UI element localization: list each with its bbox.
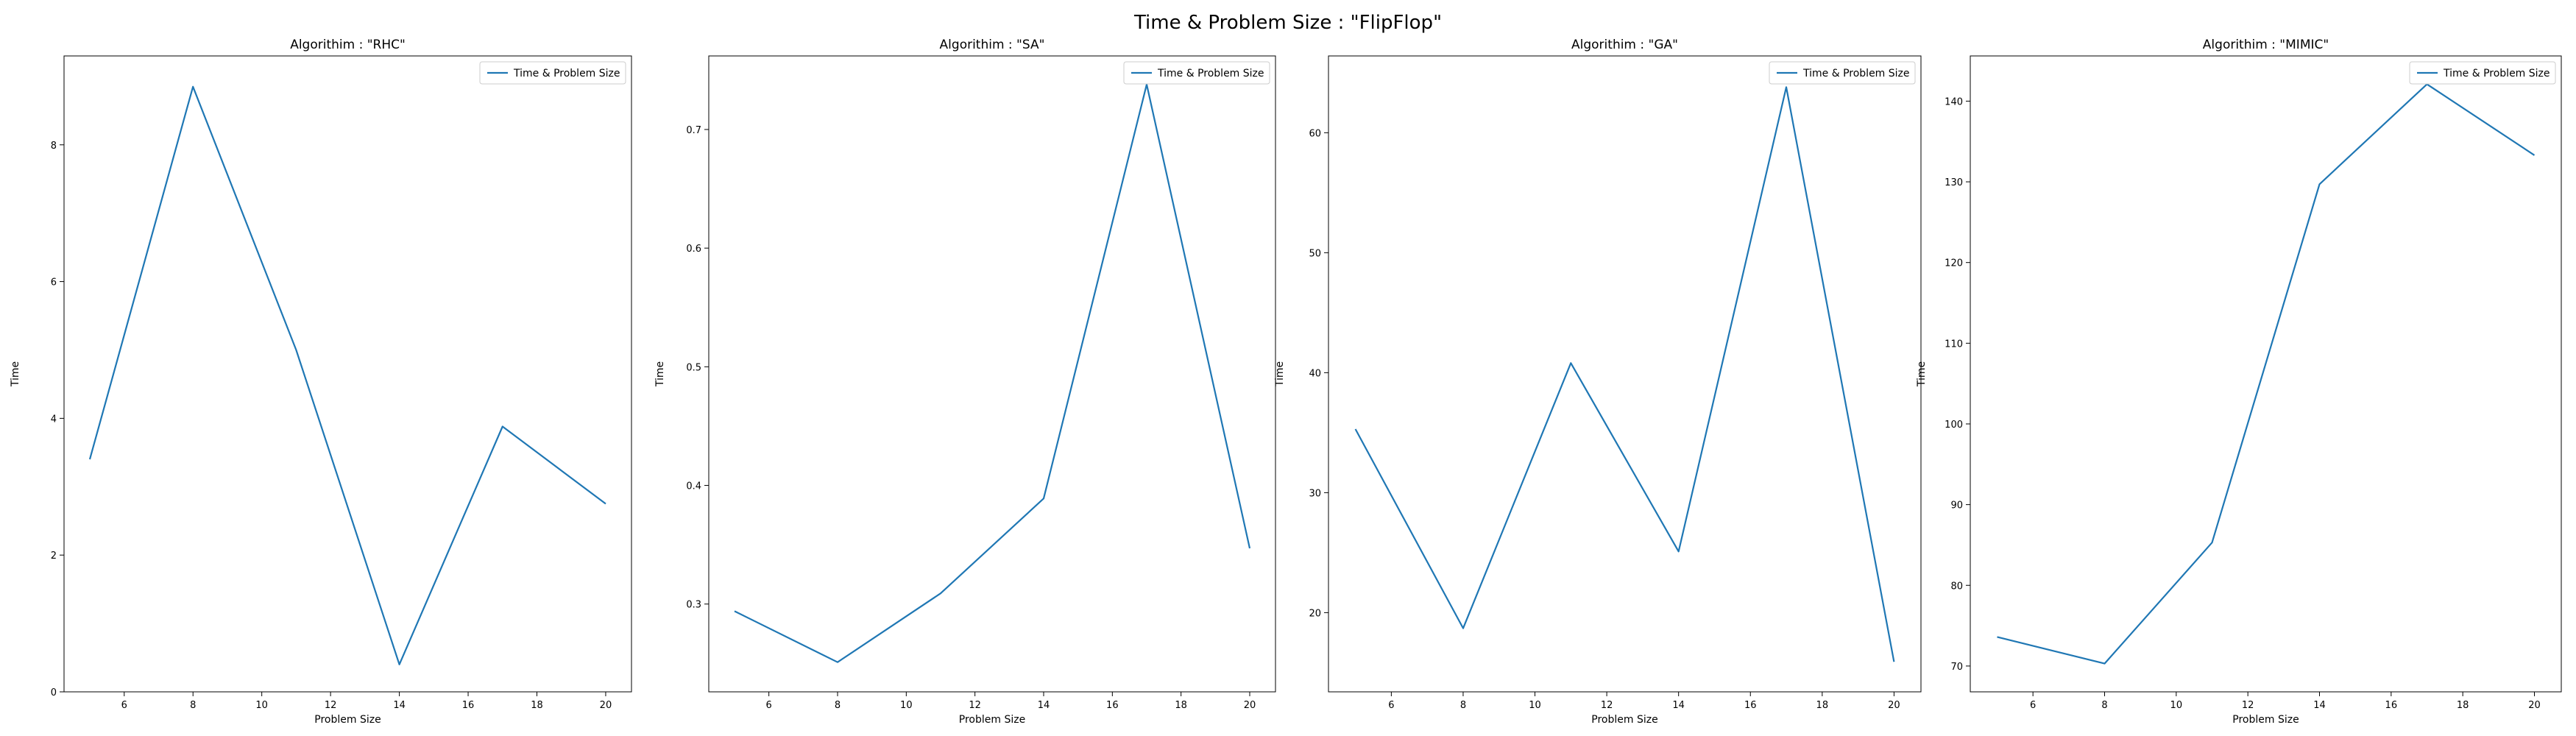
- x-tick-label: 16: [1106, 700, 1119, 711]
- x-tick-label: 8: [2101, 700, 2107, 711]
- x-tick-label: 14: [393, 700, 406, 711]
- subplot-4: Algorithim : "MIMIC" 6 8 10 12 14 16 18 20 70 80 90…: [1916, 38, 2562, 726]
- figure-title: Time & Problem Size : "FlipFlop": [1133, 12, 1442, 34]
- x-tick-label: 8: [835, 700, 841, 711]
- x-tick-label: 20: [600, 700, 612, 711]
- y-tick-label: 0: [51, 687, 57, 698]
- x-tick-label: 16: [462, 700, 475, 711]
- axes-frame: [708, 55, 1276, 693]
- legend-box: [1769, 61, 1916, 85]
- y-tick-label: 50: [1309, 248, 1321, 259]
- y-tick-label: 2: [51, 551, 57, 562]
- legend-label: Time & Problem Size: [513, 68, 620, 79]
- subplot-3: Algorithim : "GA" 6 8 10 12 14 16 18 20 20 30 40 50 6…: [1274, 38, 1922, 726]
- subplot-1: Algorithim : "RHC" 6 8 10 12 14 16 18 20 0 2 4 6 8 Pro…: [10, 38, 632, 726]
- x-tick-label: 20: [1888, 700, 1900, 711]
- y-tick-label: 140: [1945, 96, 1963, 107]
- y-tick-label: 0.3: [686, 600, 701, 611]
- x-tick-label: 8: [190, 700, 196, 711]
- y-tick-label: 90: [1950, 500, 1963, 512]
- y-tick-label: 4: [51, 414, 57, 425]
- y-tick-label: 0.7: [686, 125, 701, 136]
- x-tick-label: 14: [1672, 700, 1685, 711]
- x-tick-label: 12: [969, 700, 981, 711]
- legend-label: Time & Problem Size: [1157, 68, 1264, 79]
- x-tick-label: 18: [531, 700, 543, 711]
- series-line: [1997, 83, 2536, 665]
- y-axis-label: Time: [10, 361, 21, 387]
- subplot-title: Algorithim : "SA": [940, 38, 1045, 52]
- y-axis-label: Time: [1916, 361, 1928, 387]
- axes-frame: [1970, 55, 2562, 693]
- y-tick-label: 60: [1309, 128, 1321, 139]
- axes-frame: [1328, 55, 1922, 693]
- x-tick-label: 10: [255, 700, 268, 711]
- series-line: [1354, 86, 1895, 662]
- x-tick-label: 20: [2528, 700, 2541, 711]
- x-tick-label: 20: [1244, 700, 1256, 711]
- legend-label: Time & Problem Size: [2443, 68, 2550, 79]
- series-line: [734, 83, 1251, 663]
- x-axis-label: Problem Size: [1591, 714, 1657, 726]
- legend: Time & Problem Size: [479, 61, 626, 85]
- y-tick-label: 20: [1309, 608, 1321, 619]
- subplots: Algorithim : "RHC" 6 8 10 12 14 16 18 20 0 2 4 6 8 Pro…: [10, 38, 2562, 726]
- subplot-title: Algorithim : "RHC": [290, 38, 406, 52]
- y-tick-label: 8: [51, 141, 57, 152]
- y-tick-label: 120: [1945, 258, 1963, 269]
- y-tick-label: 6: [51, 277, 57, 289]
- y-tick-label: 0.5: [686, 362, 701, 373]
- y-tick-label: 130: [1945, 177, 1963, 188]
- x-tick-label: 10: [900, 700, 913, 711]
- x-tick-label: 10: [2170, 700, 2183, 711]
- x-tick-label: 12: [2242, 700, 2254, 711]
- x-tick-label: 12: [1601, 700, 1613, 711]
- legend-box: [1123, 61, 1270, 85]
- y-axis-label: Time: [1274, 361, 1286, 387]
- x-axis-label: Problem Size: [2232, 714, 2299, 726]
- x-tick-label: 14: [1038, 700, 1050, 711]
- x-tick-label: 8: [1460, 700, 1466, 711]
- legend-box: [479, 61, 626, 85]
- x-tick-label: 12: [325, 700, 337, 711]
- x-tick-label: 10: [1529, 700, 1541, 711]
- y-axis-label: Time: [654, 361, 666, 387]
- x-axis-label: Problem Size: [314, 714, 381, 726]
- legend-label: Time & Problem Size: [1802, 68, 1910, 79]
- x-tick-label: 18: [1816, 700, 1829, 711]
- legend: Time & Problem Size: [2409, 61, 2556, 85]
- y-tick-label: 110: [1945, 339, 1963, 350]
- legend-box: [2409, 61, 2556, 85]
- subplot-2: Algorithim : "SA" 6 8 10 12 14 16 18 20 0.3 0.4 0.5…: [654, 38, 1276, 726]
- x-tick-label: 18: [1175, 700, 1187, 711]
- y-tick-label: 30: [1309, 488, 1321, 499]
- x-axis-label: Problem Size: [959, 714, 1025, 726]
- x-tick-label: 16: [1744, 700, 1757, 711]
- y-tick-label: 80: [1950, 581, 1963, 592]
- y-tick-label: 100: [1945, 420, 1963, 431]
- y-tick-label: 0.4: [686, 481, 701, 492]
- x-tick-label: 16: [2385, 700, 2398, 711]
- x-tick-label: 6: [1388, 700, 1394, 711]
- subplot-title: Algorithim : "MIMIC": [2203, 38, 2329, 52]
- x-tick-label: 14: [2313, 700, 2326, 711]
- y-tick-label: 70: [1950, 662, 1963, 673]
- y-tick-label: 40: [1309, 368, 1321, 379]
- y-tick-label: 0.6: [686, 244, 701, 255]
- x-tick-label: 6: [766, 700, 772, 711]
- x-tick-label: 6: [2030, 700, 2036, 711]
- x-tick-label: 6: [121, 700, 127, 711]
- subplot-title: Algorithim : "GA": [1571, 38, 1678, 52]
- legend: Time & Problem Size: [1769, 61, 1916, 85]
- legend: Time & Problem Size: [1123, 61, 1270, 85]
- x-tick-label: 18: [2457, 700, 2469, 711]
- series-line: [88, 85, 606, 665]
- axes-frame: [63, 55, 632, 693]
